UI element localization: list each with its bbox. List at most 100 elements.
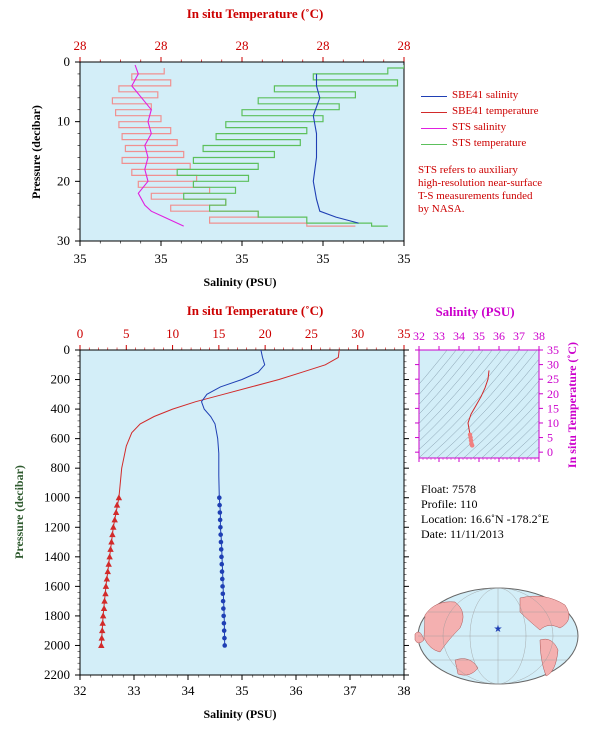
temperature-marker xyxy=(100,605,108,612)
ts-top-tick-label: 33 xyxy=(433,329,445,343)
bottom-temp-tick-label: 10 xyxy=(166,326,179,341)
ts-density-contour xyxy=(419,350,484,424)
bottom-x-tick-label: 32 xyxy=(74,683,87,698)
ts-right-tick-label: 5 xyxy=(547,431,553,445)
temperature-marker xyxy=(102,582,110,589)
top-x-tick-label: 35 xyxy=(236,251,249,266)
salinity-marker xyxy=(217,517,223,523)
temperature-marker xyxy=(113,501,121,508)
ts-point xyxy=(470,443,475,448)
salinity-marker xyxy=(217,495,222,501)
ts-top-tick-label: 34 xyxy=(453,329,465,343)
legend-label-sbe41-salinity: SBE41 salinity xyxy=(452,89,519,101)
legend-line-sts-salinity xyxy=(421,128,447,129)
bottom-x-tick-label: 38 xyxy=(398,683,411,698)
top-x-tick-label: 35 xyxy=(155,251,168,266)
bottom-x-tick-label: 37 xyxy=(344,683,358,698)
ts-density-contour xyxy=(419,350,502,442)
ts-density-contour xyxy=(463,380,539,458)
bottom-temp-tick-label: 20 xyxy=(259,326,272,341)
temperature-marker xyxy=(110,523,117,530)
ts-top-tick-label: 35 xyxy=(473,329,485,343)
ts-density-contour xyxy=(517,438,539,458)
temperature-marker xyxy=(99,619,106,626)
ts-right-tick-label: 15 xyxy=(547,401,559,415)
top-y-tick-label: 30 xyxy=(57,233,70,248)
temperature-marker xyxy=(115,494,123,501)
top-x-tick-label: 35 xyxy=(398,251,411,266)
temperature-marker xyxy=(108,538,115,545)
salinity-marker xyxy=(220,584,225,589)
ts-density-contour xyxy=(472,390,539,458)
ts-right-tick-label: 30 xyxy=(547,358,559,372)
ts-density-contour xyxy=(419,350,466,405)
sts-note-line: high-resolution near-surface xyxy=(418,177,543,189)
bottom-x-tick-label: 36 xyxy=(290,683,304,698)
ts-density-contour xyxy=(454,369,539,458)
bottom-chart-plot-area xyxy=(79,349,405,676)
ts-density-contour xyxy=(419,350,493,433)
bottom-temp-tick-label: 0 xyxy=(77,326,84,341)
top-x-tick-label: 35 xyxy=(74,251,87,266)
sts-note-line: T-S measurements funded xyxy=(418,190,533,202)
ts-density-contour xyxy=(436,350,538,458)
top-temp-tick-label: 28 xyxy=(74,38,87,53)
salinity-marker xyxy=(219,576,225,582)
bottom-temp-tick-label: 35 xyxy=(398,326,411,341)
salinity-marker xyxy=(219,554,224,560)
ts-right-tick-label: 0 xyxy=(547,445,553,459)
top-y-tick-label: 0 xyxy=(64,54,71,69)
top-temp-tick-label: 28 xyxy=(155,38,168,53)
salinity-marker xyxy=(221,606,226,611)
ts-density-contour xyxy=(419,350,511,450)
float-id: Float: 7578 xyxy=(421,482,477,496)
bottom-chart-ylabel: Pressure (decibar) xyxy=(12,465,26,559)
temperature-marker xyxy=(107,545,114,552)
ts-density-contour xyxy=(419,350,457,395)
ts-top-tick-label: 37 xyxy=(513,329,525,343)
ts-density-contour xyxy=(490,410,539,458)
bottom-temp-tick-label: 5 xyxy=(123,326,130,341)
bottom-y-tick-label: 200 xyxy=(51,372,71,387)
temperature-marker xyxy=(103,575,111,582)
temperature-marker xyxy=(112,509,120,515)
ts-inset-temp-axis-title: In situ Temperature (˚C) xyxy=(565,342,579,468)
legend-label-sts-temperature: STS temperature xyxy=(452,137,527,149)
temperature-marker xyxy=(99,612,107,619)
salinity-marker xyxy=(222,635,227,641)
bottom-y-tick-label: 2000 xyxy=(44,637,70,652)
salinity-marker xyxy=(222,643,228,648)
ts-right-tick-label: 35 xyxy=(547,343,559,357)
top-chart-ylabel: Pressure (decibar) xyxy=(29,105,43,199)
salinity-marker xyxy=(221,620,227,626)
top-series-line xyxy=(176,65,404,227)
top-series-line xyxy=(312,73,359,224)
bottom-y-tick-label: 400 xyxy=(51,401,71,416)
temperature-marker xyxy=(105,560,112,567)
top-temp-tick-label: 28 xyxy=(236,38,249,53)
top-chart-temp-axis-title: In situ Temperature (˚C) xyxy=(187,6,324,21)
ts-density-contour xyxy=(481,400,539,458)
salinity-marker xyxy=(219,569,225,574)
salinity-marker xyxy=(218,547,224,552)
bottom-y-tick-label: 1000 xyxy=(44,490,70,505)
top-temp-tick-label: 28 xyxy=(317,38,330,53)
ts-density-contour xyxy=(499,420,539,458)
ts-top-tick-label: 38 xyxy=(533,329,545,343)
top-y-tick-label: 20 xyxy=(57,173,70,188)
top-series-line xyxy=(131,64,184,227)
salinity-marker xyxy=(217,502,222,508)
ts-density-contour xyxy=(427,350,529,458)
top-chart: In situ Temperature (˚C) 28 28 28 28 28 0 10 2… xyxy=(29,6,411,289)
bottom-temp-tick-label: 30 xyxy=(351,326,364,341)
bottom-temp-tick-label: 15 xyxy=(212,326,225,341)
bottom-chart-temp-axis-title: In situ Temperature (˚C) xyxy=(187,303,324,318)
date: Date: 11/11/2013 xyxy=(421,527,504,541)
bottom-y-tick-label: 1400 xyxy=(44,549,70,564)
temperature-marker xyxy=(111,516,118,523)
bottom-y-tick-label: 800 xyxy=(51,460,71,475)
ts-top-tick-label: 36 xyxy=(493,329,505,343)
bottom-x-tick-label: 33 xyxy=(128,683,141,698)
bottom-y-tick-label: 0 xyxy=(64,342,71,357)
